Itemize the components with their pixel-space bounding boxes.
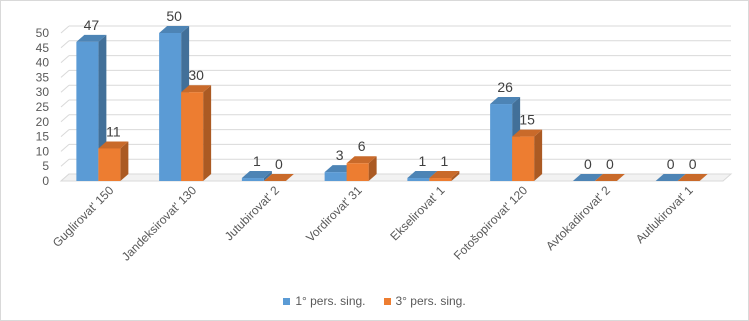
y-tick-label: 50 bbox=[36, 26, 50, 40]
bar-top bbox=[159, 26, 190, 33]
bar-side bbox=[263, 171, 272, 181]
bar-top bbox=[512, 129, 543, 137]
category-label: Avtokadirovat' 2 bbox=[543, 183, 613, 253]
bar-top bbox=[572, 174, 603, 181]
bar bbox=[181, 92, 204, 181]
bar-top bbox=[594, 174, 625, 181]
bar-side bbox=[368, 156, 377, 181]
data-label: 30 bbox=[188, 67, 204, 83]
category-label: Guglirovat' 150 bbox=[50, 183, 117, 250]
bar bbox=[98, 148, 121, 181]
bar-top bbox=[181, 85, 212, 93]
data-label: 11 bbox=[106, 123, 121, 139]
bar-side bbox=[203, 85, 212, 181]
bar bbox=[429, 178, 452, 181]
bar-top bbox=[241, 171, 272, 179]
bar-side bbox=[451, 171, 460, 181]
bar-top bbox=[98, 141, 129, 149]
category-label: Vordirovat' 31 bbox=[303, 183, 365, 245]
legend-label-series-1: 1° pers. sing. bbox=[295, 294, 366, 308]
y-tick-label: 20 bbox=[36, 115, 50, 129]
gridline-depth-1 bbox=[60, 158, 70, 167]
bar bbox=[241, 178, 264, 181]
gridline-depth-8 bbox=[60, 55, 70, 63]
gridline-depth-2 bbox=[60, 144, 70, 152]
data-label: 6 bbox=[358, 138, 366, 154]
bar-top bbox=[429, 171, 460, 179]
bar-top bbox=[677, 174, 708, 181]
gridline-depth-5 bbox=[60, 99, 70, 108]
gridline-depth-7 bbox=[60, 70, 70, 78]
bar bbox=[76, 41, 99, 181]
bar bbox=[346, 163, 369, 181]
data-label: 0 bbox=[584, 156, 592, 172]
category-label: Jutubirovat' 2 bbox=[222, 183, 282, 243]
gridline-depth-9 bbox=[60, 40, 70, 49]
y-tick-label: 40 bbox=[36, 56, 50, 70]
y-tick-label: 10 bbox=[36, 144, 50, 158]
data-label: 1 bbox=[418, 153, 426, 169]
data-label: 26 bbox=[497, 79, 513, 95]
bar-top bbox=[263, 174, 294, 181]
legend-swatch-series-2 bbox=[383, 297, 391, 305]
y-tick-label: 35 bbox=[36, 70, 50, 84]
bar bbox=[490, 104, 513, 181]
legend-swatch-series-1 bbox=[283, 297, 291, 305]
bar bbox=[324, 172, 347, 181]
y-tick-label: 45 bbox=[36, 41, 50, 55]
data-label: 15 bbox=[519, 112, 535, 128]
category-label: Fotošopirovat' 120 bbox=[451, 183, 531, 263]
bar-top bbox=[655, 174, 686, 181]
legend-label-series-2: 3° pers. sing. bbox=[395, 294, 466, 308]
data-label: 1 bbox=[253, 153, 261, 169]
y-tick-label: 30 bbox=[36, 85, 50, 99]
data-label: 0 bbox=[275, 156, 283, 172]
y-tick-label: 15 bbox=[36, 130, 50, 144]
data-label: 1 bbox=[440, 153, 448, 169]
bar-side bbox=[534, 129, 543, 181]
bar-top bbox=[407, 171, 438, 179]
legend-item-series-1: 1° pers. sing. bbox=[283, 294, 366, 308]
gridline-depth-3 bbox=[60, 129, 70, 137]
category-label: Jandeksirovat' 130 bbox=[119, 183, 200, 264]
data-label: 3 bbox=[336, 147, 344, 163]
data-label: 47 bbox=[84, 17, 100, 33]
gridline-depth-4 bbox=[60, 114, 70, 123]
gridline-depth-10 bbox=[60, 25, 70, 34]
bar bbox=[159, 33, 182, 181]
bar-top bbox=[346, 156, 377, 164]
legend-item-series-2: 3° pers. sing. bbox=[383, 294, 466, 308]
y-tick-label: 5 bbox=[42, 159, 49, 173]
data-label: 50 bbox=[166, 8, 182, 24]
legend: 1° pers. sing. 3° pers. sing. bbox=[1, 294, 748, 308]
bar bbox=[512, 136, 535, 181]
bar-top bbox=[490, 97, 521, 105]
y-tick-label: 25 bbox=[36, 100, 50, 114]
bar bbox=[407, 178, 430, 181]
gridline-depth-6 bbox=[60, 84, 70, 93]
data-label: 0 bbox=[689, 156, 697, 172]
category-label: Ekselirovat' 1 bbox=[387, 183, 447, 243]
data-label: 0 bbox=[606, 156, 614, 172]
category-label: Autlukirovat' 1 bbox=[633, 183, 696, 246]
y-tick-label: 0 bbox=[42, 174, 49, 188]
data-label: 0 bbox=[667, 156, 675, 172]
bar-top bbox=[76, 34, 107, 42]
bar-side bbox=[120, 141, 129, 181]
